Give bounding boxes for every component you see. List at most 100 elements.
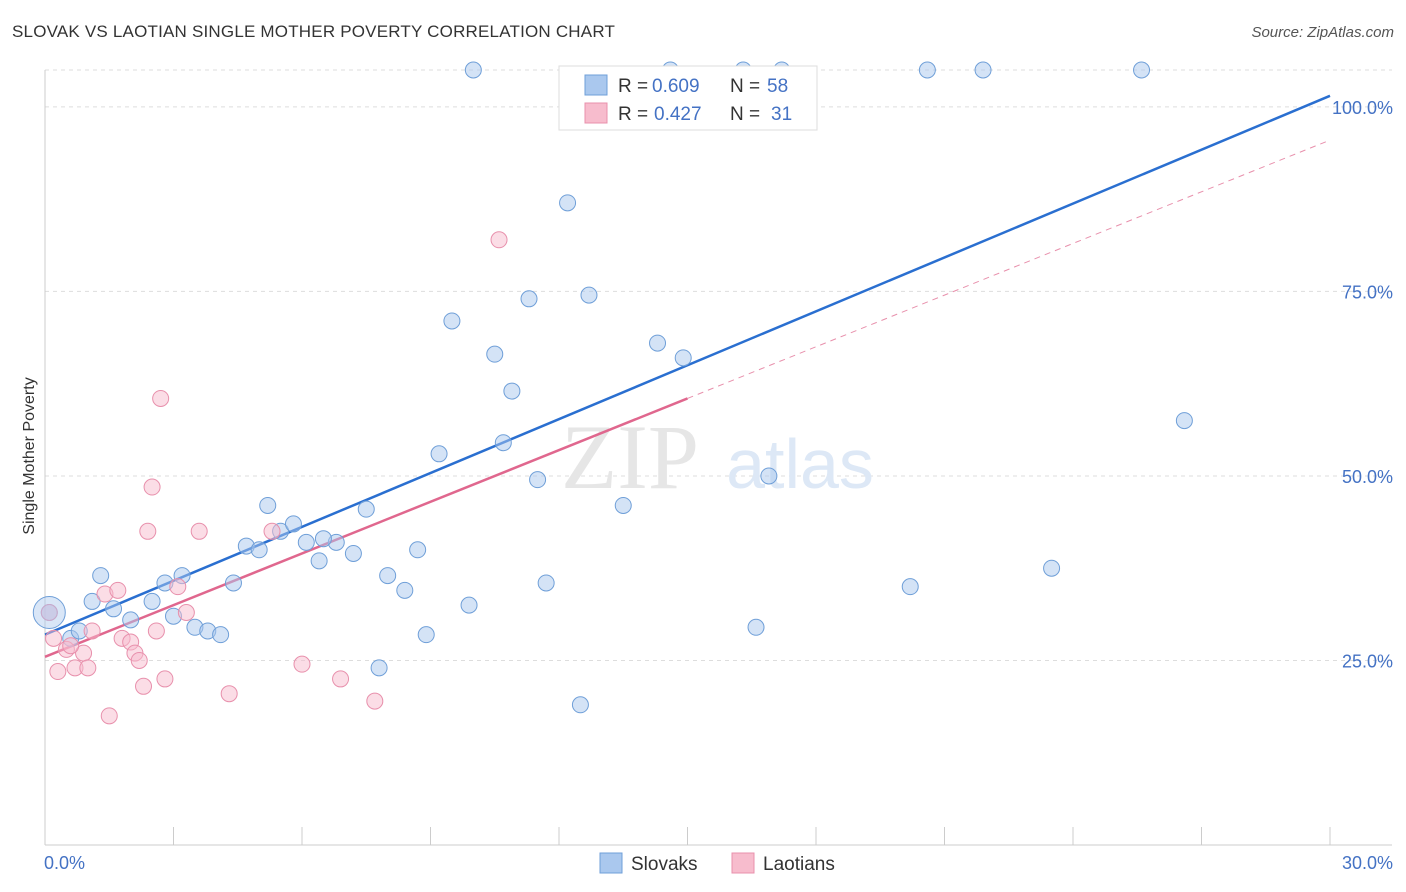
y-tick-label: 25.0% — [1342, 651, 1393, 671]
slovaks-point — [284, 515, 302, 533]
slovaks-point — [250, 541, 268, 559]
slovaks-point — [460, 596, 478, 614]
slovaks-trend-line — [44, 94, 1331, 636]
slovaks-point — [430, 445, 448, 463]
laotians-point — [109, 581, 127, 599]
slovaks-point — [464, 61, 482, 79]
slovaks-point — [370, 659, 388, 677]
gridlines — [45, 69, 1392, 661]
slovaks-point — [259, 496, 277, 514]
slovaks-point — [747, 618, 765, 636]
slovaks-point — [297, 533, 315, 551]
slovaks-point — [614, 496, 632, 514]
laotians-point — [45, 629, 63, 647]
slovaks-point — [83, 592, 101, 610]
slovaks-cluster-point — [32, 596, 66, 629]
data-points — [32, 61, 1193, 725]
slovaks-point — [379, 567, 397, 585]
slovaks-point — [674, 349, 692, 367]
legend-swatch-laotians — [584, 102, 608, 124]
laotians-point — [49, 663, 67, 681]
laotians-point — [147, 622, 165, 640]
laotians-point — [220, 685, 238, 703]
slovaks-point — [417, 626, 435, 644]
slovaks-point — [1175, 412, 1193, 430]
laotians-point — [62, 637, 80, 655]
slovaks-point — [1043, 559, 1061, 577]
slovaks-point — [344, 544, 362, 562]
slovaks-point — [122, 611, 140, 629]
laotians-point — [135, 677, 153, 695]
legend-swatch-slovaks — [584, 74, 608, 96]
chart-title: SLOVAK VS LAOTIAN SINGLE MOTHER POVERTY … — [12, 22, 616, 41]
slovaks-point — [314, 530, 332, 548]
y-tick-label: 100.0% — [1332, 98, 1393, 118]
bottom-legend-swatch-laotians — [731, 852, 755, 874]
series-legend: Slovaks Laotians — [599, 852, 835, 875]
slovaks-point — [105, 600, 123, 618]
watermark-atlas: atlas — [726, 425, 874, 503]
laotians-point — [100, 707, 118, 725]
slovaks-point — [443, 312, 461, 330]
slovaks-point — [357, 500, 375, 518]
laotians-point — [130, 651, 148, 669]
x-tick-label-min: 0.0% — [44, 853, 85, 873]
slovaks-point — [486, 345, 504, 363]
slovaks-point — [224, 574, 242, 592]
legend-n-value-laotians: 31 — [771, 104, 792, 125]
source-label: Source: ZipAtlas.com — [1251, 24, 1394, 41]
slovaks-point — [520, 290, 538, 308]
bottom-legend-laotians: Laotians — [763, 854, 835, 875]
slovaks-point — [92, 567, 110, 585]
laotians-point — [263, 522, 281, 540]
slovaks-point — [918, 61, 936, 79]
legend-n-label: N = — [730, 104, 760, 125]
x-tick-labels: 0.0% 30.0% — [44, 853, 1393, 873]
legend-n-label: N = — [730, 76, 760, 97]
slovaks-point — [974, 61, 992, 79]
laotians-trend-line — [44, 397, 688, 658]
slovaks-point — [212, 626, 230, 644]
slovaks-point — [580, 286, 598, 304]
slovaks-point — [396, 581, 414, 599]
slovaks-point — [409, 541, 427, 559]
slovaks-point — [760, 467, 778, 485]
laotians-point — [490, 231, 508, 249]
laotians-point — [190, 522, 208, 540]
slovaks-point — [143, 592, 161, 610]
laotians-point — [40, 604, 58, 621]
laotians-point — [177, 604, 195, 621]
laotians-point — [366, 692, 384, 710]
y-tick-label: 75.0% — [1342, 282, 1393, 302]
y-axis-title: Single Mother Poverty — [21, 377, 38, 534]
legend-r-value-slovaks: 0.609 — [652, 76, 700, 97]
laotians-point — [83, 622, 101, 640]
correlation-legend: R = 0.609 N = 58 R = 0.427 N = 31 — [558, 65, 818, 131]
slovaks-point — [571, 696, 589, 714]
slovaks-point — [559, 194, 577, 212]
axes — [44, 70, 1392, 846]
y-tick-labels: 25.0% 50.0% 75.0% 100.0% — [1332, 98, 1393, 672]
laotians-point — [143, 478, 161, 496]
slovaks-point — [649, 334, 667, 352]
laotians-point — [156, 670, 174, 688]
legend-r-label: R = — [618, 104, 648, 125]
legend-r-value-laotians: 0.427 — [654, 104, 702, 125]
slovaks-point — [1133, 61, 1151, 79]
legend-r-label: R = — [618, 76, 648, 97]
laotians-point — [169, 578, 187, 596]
laotians-trend-extension — [687, 139, 1331, 399]
slovaks-point — [901, 578, 919, 596]
bottom-legend-swatch-slovaks — [599, 852, 623, 874]
laotians-point — [332, 670, 350, 688]
slovaks-point — [310, 552, 328, 570]
slovaks-point — [529, 471, 547, 489]
laotians-point — [152, 389, 170, 407]
laotians-point — [79, 659, 97, 677]
laotians-point — [139, 522, 157, 540]
laotians-point — [293, 655, 311, 673]
slovaks-point — [537, 574, 555, 592]
bottom-legend-slovaks: Slovaks — [631, 854, 698, 875]
slovaks-point — [494, 434, 512, 452]
